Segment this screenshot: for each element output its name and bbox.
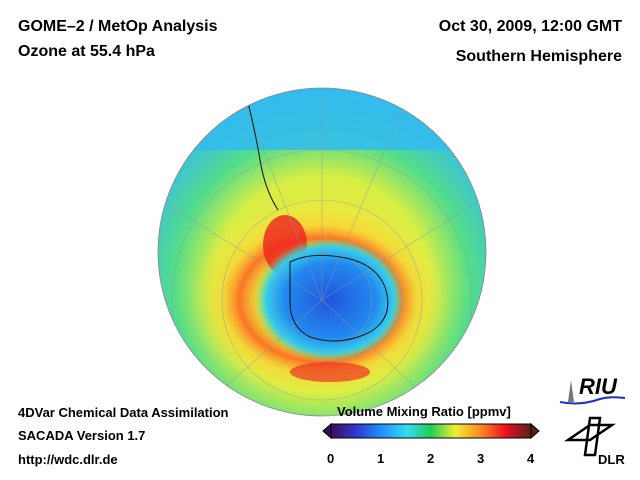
colorbar-tick: 3 <box>477 451 485 466</box>
colorbar-tick: 0 <box>327 451 335 466</box>
colorbar-title: Volume Mixing Ratio [ppmv] <box>337 404 511 419</box>
ozone-hole <box>255 238 405 362</box>
colorbar-tick: 1 <box>377 451 385 466</box>
footer-line1: 4DVar Chemical Data Assimilation <box>18 405 229 420</box>
antarctica-coastline <box>289 254 389 342</box>
colorbar-tick: 4 <box>527 451 535 466</box>
colorbar-tick: 2 <box>427 451 435 466</box>
dlr-logo-text: DLR <box>598 452 625 467</box>
footer-line2: SACADA Version 1.7 <box>18 428 146 443</box>
riu-logo-text: RIU <box>579 374 617 399</box>
region-label: Southern Hemisphere <box>455 48 622 65</box>
date-label: Oct 30, 2009, 12:00 GMT <box>438 18 622 35</box>
south-america-coastline <box>244 89 279 211</box>
footer-url[interactable]: http://wdc.dlr.de <box>18 452 118 467</box>
title-line1: GOME–2 / MetOp Analysis <box>18 18 218 35</box>
graticule <box>159 88 481 416</box>
title-line2: Ozone at 55.4 hPa <box>18 43 155 60</box>
